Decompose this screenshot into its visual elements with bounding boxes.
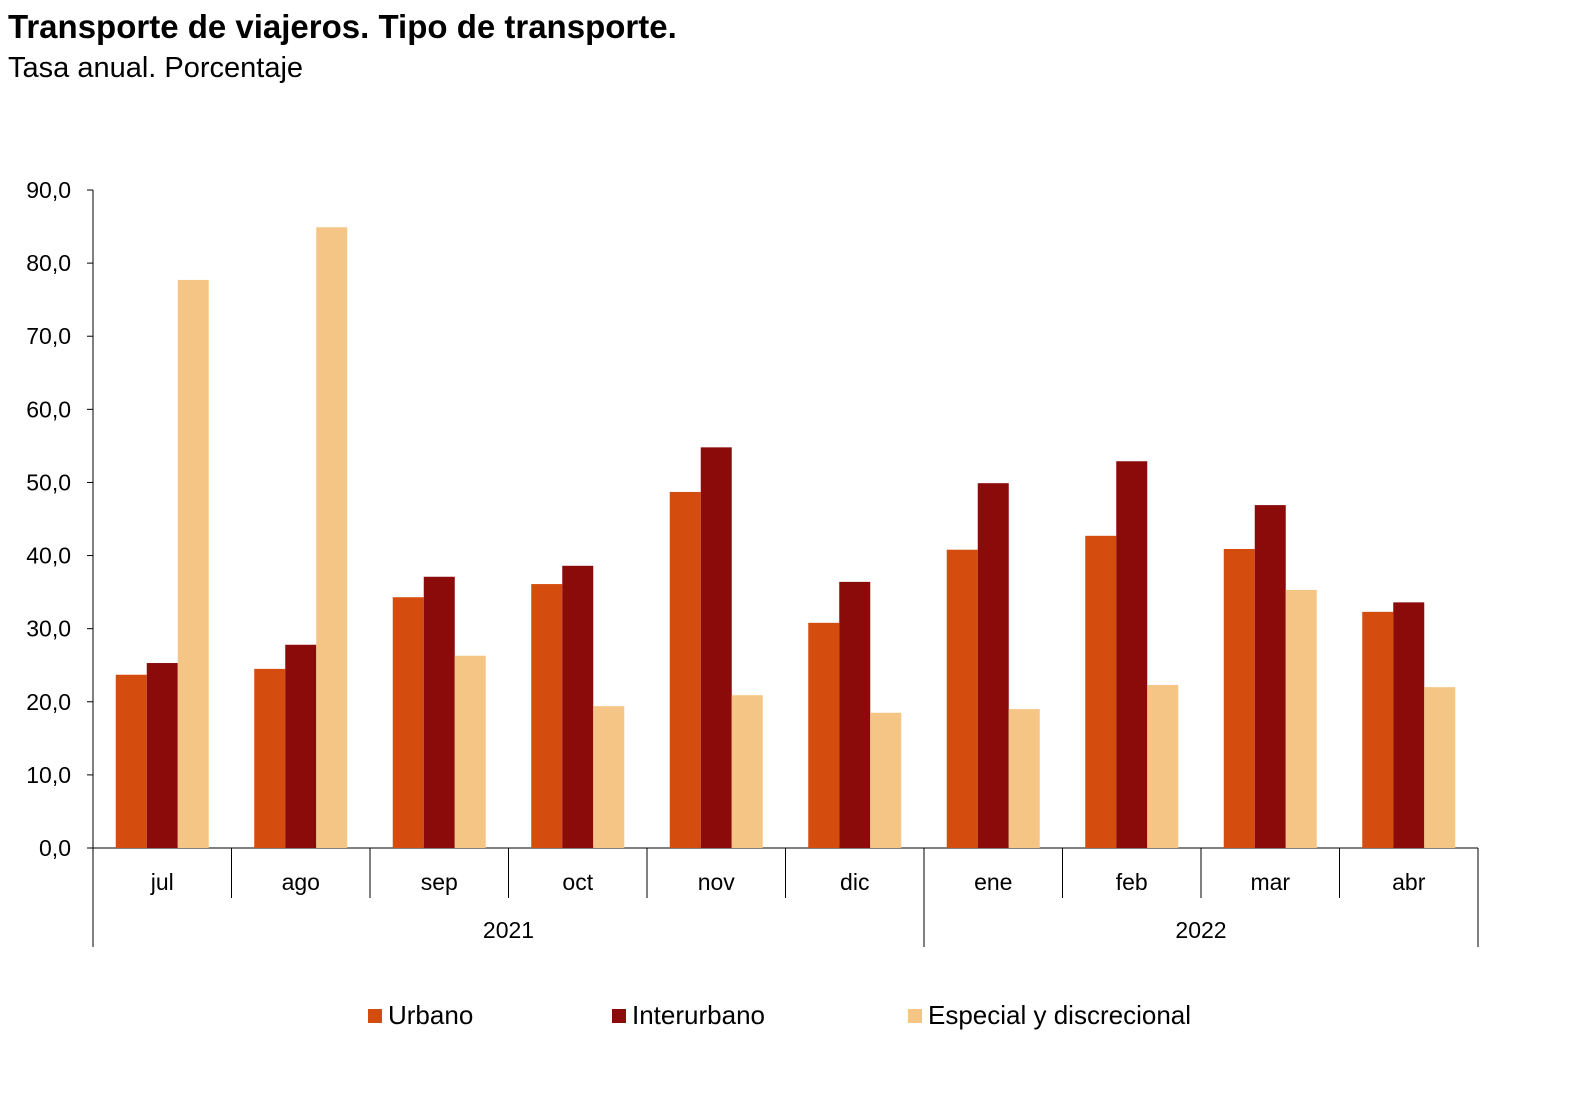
bar-especial-y-discrecional [870, 712, 902, 848]
bar-especial-y-discrecional [454, 655, 486, 848]
bar-especial-y-discrecional [1008, 709, 1040, 848]
y-tick-label: 50,0 [26, 469, 71, 495]
bar-especial-y-discrecional [731, 695, 763, 848]
x-tick-label: ene [974, 869, 1012, 895]
group-label: 2022 [1175, 917, 1226, 943]
bar-especial-y-discrecional [316, 227, 348, 848]
legend-swatch [368, 1008, 382, 1023]
x-tick-label: feb [1116, 869, 1148, 895]
legend-label: Interurbano [632, 1000, 765, 1030]
bar-interurbano [977, 483, 1009, 848]
x-tick-label: sep [421, 869, 458, 895]
x-tick-label: mar [1250, 869, 1290, 895]
legend-interurbano: Interurbano [612, 1000, 765, 1031]
y-tick-label: 10,0 [26, 762, 71, 788]
legend-urbano: Urbano [368, 1000, 473, 1031]
bar-especial-y-discrecional [177, 279, 209, 849]
bar-interurbano [700, 447, 732, 848]
bar-interurbano [562, 565, 594, 848]
bar-interurbano [146, 663, 178, 848]
y-tick-label: 90,0 [26, 177, 71, 203]
x-tick-label: abr [1392, 869, 1426, 895]
bar-especial-y-discrecional [1147, 684, 1179, 848]
group-label: 2021 [483, 917, 534, 943]
y-tick-label: 70,0 [26, 323, 71, 349]
bar-interurbano [285, 644, 317, 848]
legend-especial: Especial y discrecional [908, 1000, 1191, 1031]
bar-urbano [1362, 611, 1394, 848]
y-tick-label: 30,0 [26, 616, 71, 642]
bar-interurbano [1254, 505, 1286, 848]
x-tick-label: dic [840, 869, 869, 895]
bar-urbano [808, 622, 840, 848]
bar-urbano [254, 668, 286, 848]
y-tick-label: 40,0 [26, 543, 71, 569]
bar-urbano [115, 674, 147, 848]
y-tick-label: 80,0 [26, 250, 71, 276]
bar-especial-y-discrecional [1424, 687, 1456, 848]
bar-especial-y-discrecional [593, 706, 625, 848]
bar-interurbano [839, 581, 871, 848]
legend-label: Especial y discrecional [928, 1000, 1192, 1030]
bar-interurbano [1116, 461, 1148, 848]
bar-urbano [531, 584, 563, 848]
bar-especial-y-discrecional [1285, 589, 1317, 848]
bar-urbano [1085, 535, 1117, 848]
x-tick-label: nov [698, 869, 736, 895]
chart-subtitle: Tasa anual. Porcentaje [8, 52, 304, 84]
x-tick-label: ago [282, 869, 320, 895]
bar-urbano [392, 597, 424, 848]
y-tick-label: 20,0 [26, 689, 71, 715]
x-tick-label: oct [562, 869, 593, 895]
chart-title: Transporte de viajeros. Tipo de transpor… [8, 8, 677, 45]
legend-swatch [612, 1008, 626, 1023]
bar-urbano [946, 549, 978, 848]
bar-interurbano [1393, 602, 1425, 848]
legend-label: Urbano [388, 1000, 474, 1030]
x-tick-label: jul [150, 869, 174, 895]
legend-swatch [908, 1008, 922, 1023]
bar-urbano [1223, 548, 1255, 848]
bar-interurbano [423, 576, 455, 848]
bar-urbano [669, 491, 701, 848]
y-tick-label: 60,0 [26, 396, 71, 422]
y-tick-label: 0,0 [39, 835, 71, 861]
